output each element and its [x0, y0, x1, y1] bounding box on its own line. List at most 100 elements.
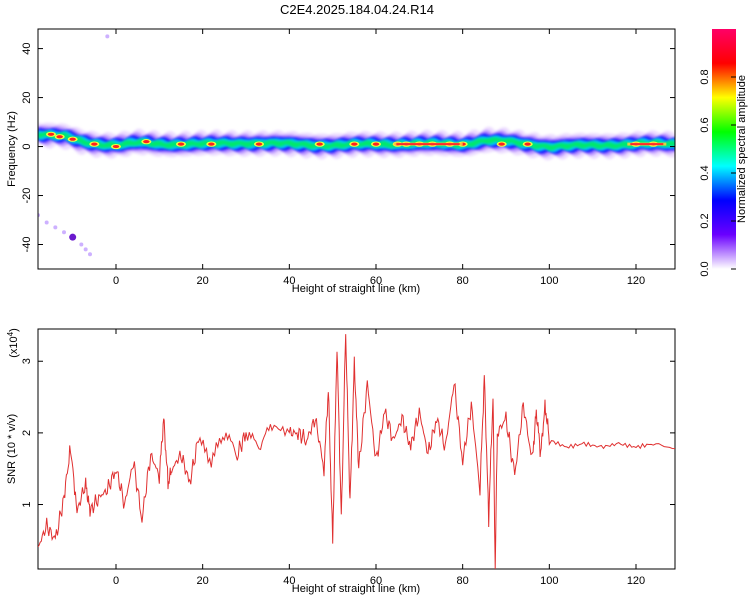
- spectrogram-x-tick-label: 20: [197, 275, 209, 287]
- heat-cell: [666, 141, 670, 147]
- snr-panel: 0 20 40 60 80 100 120 1 2 3 Height of straight li…: [6, 328, 676, 595]
- heat-cell: [267, 140, 271, 145]
- heat-cell: [308, 143, 312, 149]
- heat-cell: [616, 143, 620, 149]
- heat-cell: [512, 139, 516, 144]
- heat-cell: [493, 137, 496, 143]
- colorbar-label: Normalized spectral amplitude: [736, 75, 748, 223]
- heat-hot-spot: [524, 142, 531, 146]
- heat-cell: [555, 143, 559, 149]
- colorbar-tick-label: 0.0: [699, 261, 711, 276]
- heat-hot-spot: [351, 142, 358, 146]
- heat-cell: [363, 141, 366, 147]
- heat-cell: [482, 138, 485, 144]
- heat-cell: [105, 142, 108, 148]
- snr-y-tick-label: 1: [21, 501, 33, 507]
- heat-cell: [306, 142, 310, 149]
- spectrogram-x-label: Height of straight line (km): [292, 283, 420, 295]
- snr-x-tick-label: 40: [283, 575, 295, 587]
- heat-cell: [536, 143, 540, 150]
- heat-cell: [148, 141, 152, 147]
- heat-cell: [360, 142, 364, 147]
- heat-cell: [345, 142, 349, 147]
- heat-cell: [246, 141, 249, 148]
- heat-cell: [575, 141, 579, 147]
- heat-cell: [83, 140, 87, 146]
- heat-cell: [367, 140, 371, 147]
- heat-cell: [109, 141, 113, 148]
- heat-cell: [252, 140, 256, 146]
- heat-cell: [170, 141, 173, 148]
- heat-cell: [545, 143, 548, 149]
- heat-cell: [497, 137, 501, 143]
- heat-cell: [499, 138, 503, 144]
- heat-cell: [269, 140, 273, 145]
- heat-cell: [133, 141, 137, 146]
- heat-cell: [81, 138, 85, 145]
- snr-y-multiplier-close: ): [8, 328, 20, 332]
- heat-cell: [243, 141, 247, 147]
- heat-streak: [396, 143, 460, 146]
- heat-cell: [560, 142, 563, 149]
- heat-cell: [265, 140, 269, 146]
- heat-cell: [553, 144, 557, 150]
- heat-cell: [475, 139, 479, 145]
- heat-cell: [196, 141, 199, 147]
- chart-title: C2E4.2025.184.04.24.R14: [280, 2, 434, 17]
- heat-cell: [607, 142, 611, 148]
- heat-cell: [163, 143, 167, 148]
- heat-cell: [155, 140, 158, 147]
- heat-cell: [298, 141, 301, 147]
- snr-series-line: [38, 334, 675, 569]
- heat-cell: [581, 143, 585, 149]
- heat-hot-spot: [177, 142, 185, 146]
- snr-x-tick-label: 60: [370, 575, 382, 587]
- snr-x-tick-label: 100: [540, 575, 558, 587]
- heat-cell: [139, 138, 143, 145]
- snr-y-multiplier: (x104): [6, 328, 20, 358]
- heat-cell: [291, 141, 295, 147]
- heat-cell: [293, 141, 297, 148]
- heat-cell: [276, 140, 280, 147]
- heat-cell: [614, 143, 618, 149]
- heat-cell: [382, 140, 386, 147]
- heat-cell: [250, 140, 254, 147]
- heat-cell: [540, 143, 544, 148]
- heat-cell: [324, 143, 327, 150]
- heat-cell: [538, 143, 542, 149]
- heat-cell: [625, 141, 628, 148]
- heat-cell: [237, 140, 241, 146]
- heat-cell: [389, 143, 392, 148]
- heat-cell: [157, 140, 160, 147]
- heat-cell: [150, 141, 154, 147]
- heat-cell: [562, 143, 566, 149]
- heat-cell: [571, 142, 574, 148]
- heat-cell: [391, 143, 394, 148]
- heat-cell: [486, 138, 490, 145]
- heat-cell: [670, 140, 674, 147]
- heat-cell: [386, 142, 390, 148]
- heat-cell: [326, 144, 329, 150]
- heat-cell: [220, 140, 223, 146]
- heat-cell: [42, 132, 46, 137]
- heat-cell: [217, 140, 221, 146]
- snr-y-label: SNR (10 * v/v): [6, 414, 18, 484]
- heat-hot-spot: [143, 140, 150, 144]
- heat-cell: [77, 136, 80, 143]
- heat-cell: [103, 143, 106, 148]
- heat-cell: [87, 141, 91, 146]
- heat-cell: [159, 141, 163, 147]
- heat-cell: [228, 141, 232, 147]
- heat-cell: [239, 140, 243, 146]
- heat-cell: [477, 138, 481, 144]
- heat-hot-spot: [112, 144, 120, 149]
- spectrogram-x-tick-label: 120: [627, 275, 645, 287]
- heat-cell: [185, 141, 189, 148]
- heat-cell: [501, 138, 505, 145]
- spectrogram-x-tick-label: 40: [283, 275, 295, 287]
- heat-cell: [588, 142, 592, 147]
- spectrogram-y-tick-label: -20: [21, 188, 33, 204]
- heat-hot-spot: [316, 142, 323, 146]
- spectrogram-x-tick-label: 60: [370, 275, 382, 287]
